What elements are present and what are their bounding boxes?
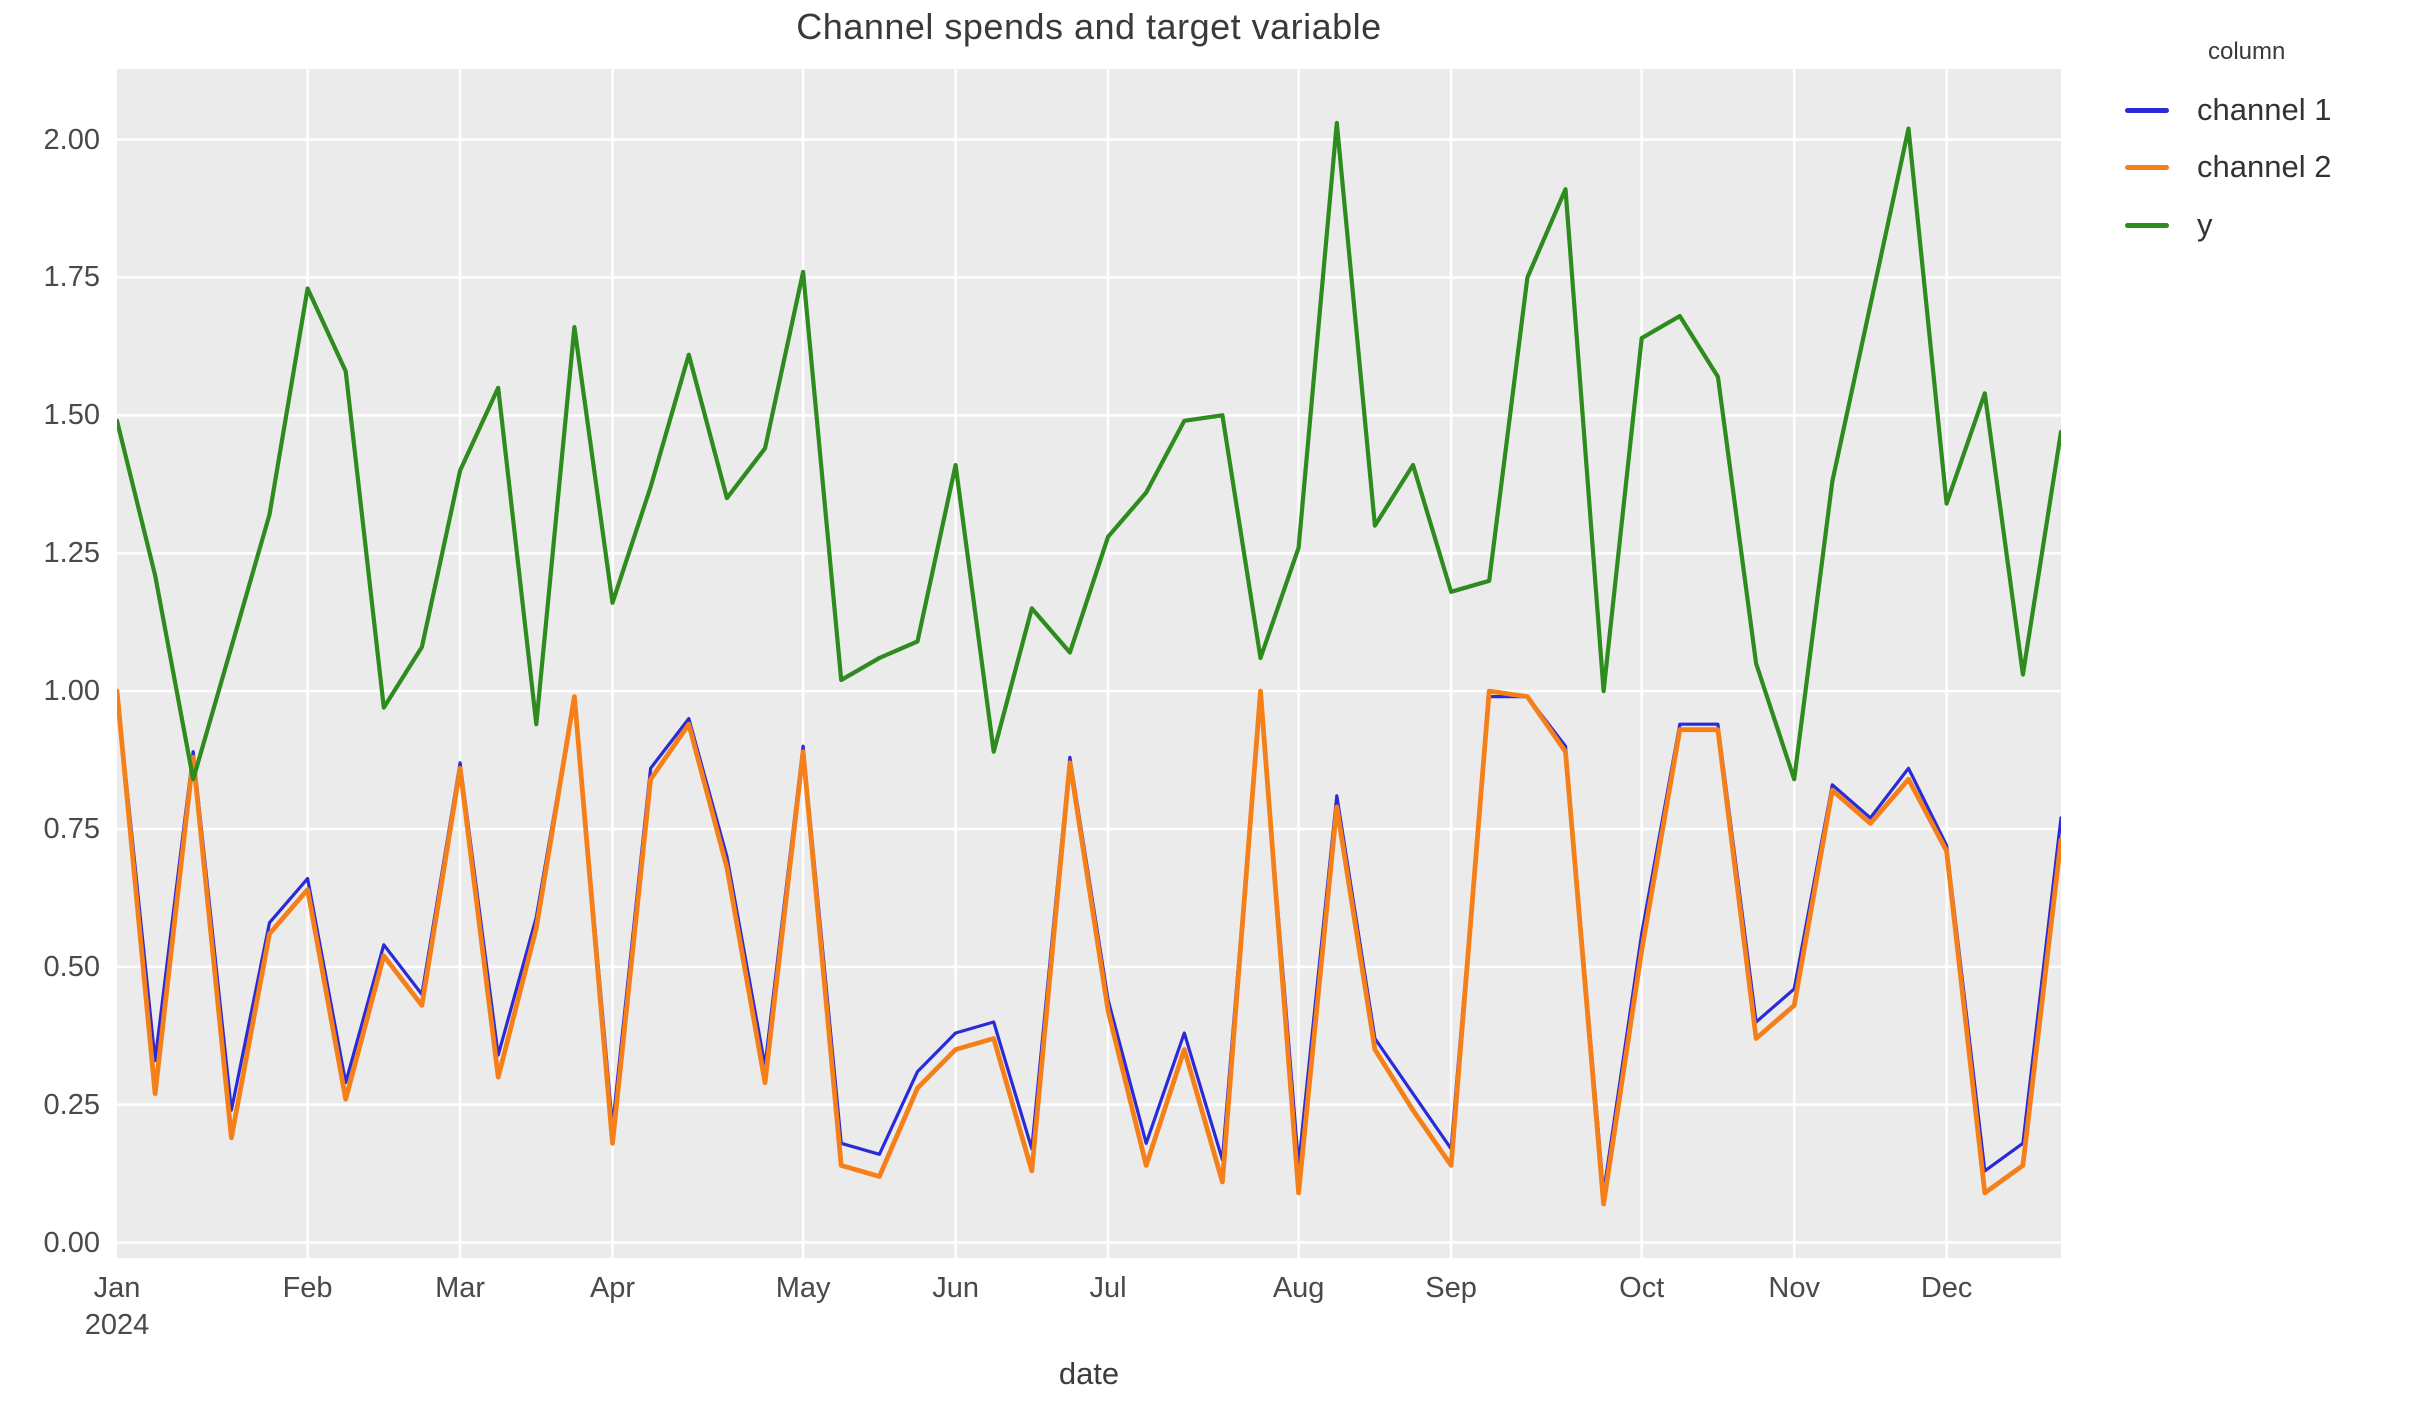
chart-title: Channel spends and target variable: [796, 6, 1382, 47]
legend-title: column: [2208, 38, 2286, 65]
x-tick-label: Jul: [1089, 1272, 1127, 1304]
legend-label: channel 1: [2197, 92, 2332, 127]
y-tick-label: 0.75: [43, 812, 100, 845]
x-tick-label: Nov: [1768, 1272, 1820, 1304]
channel-2-swatch-icon: [2125, 164, 2169, 170]
legend-item-channel-2: channel 2: [2125, 139, 2331, 195]
x-tick-label: Sep: [1425, 1272, 1477, 1304]
y-tick-label: 1.25: [43, 537, 100, 570]
plot-area: [117, 69, 2061, 1258]
y-tick-label: 1.75: [43, 261, 100, 294]
x-tick-label: Feb: [282, 1272, 333, 1304]
y-tick-label: 2.00: [43, 123, 100, 156]
y-swatch-icon: [2125, 222, 2169, 228]
legend-item-y: y: [2125, 197, 2213, 253]
x-tick-label: May: [775, 1272, 831, 1304]
legend-label: y: [2197, 207, 2213, 242]
y-tick-label: 0.25: [43, 1088, 100, 1121]
x-tick-label: Mar: [435, 1272, 486, 1304]
x-tick-label: Jan 2024: [84, 1272, 150, 1341]
channel-1-swatch-icon: [2125, 107, 2169, 113]
y-tick-label: 1.50: [43, 399, 100, 432]
y-tick-label: 1.00: [43, 675, 100, 708]
x-tick-label: Dec: [1920, 1272, 1973, 1304]
x-tick-label: Jun: [932, 1272, 979, 1304]
y-tick-label: 0.50: [43, 950, 100, 983]
x-axis-title: date: [1058, 1356, 1120, 1391]
plot-canvas: [117, 69, 2061, 1258]
legend-item-channel-1: channel 1: [2125, 82, 2331, 138]
x-tick-label: Apr: [589, 1272, 636, 1304]
x-tick-label: Oct: [1619, 1272, 1665, 1304]
legend-label: channel 2: [2197, 149, 2332, 184]
y-tick-label: 0.00: [43, 1226, 100, 1259]
x-tick-label: Aug: [1272, 1272, 1325, 1304]
